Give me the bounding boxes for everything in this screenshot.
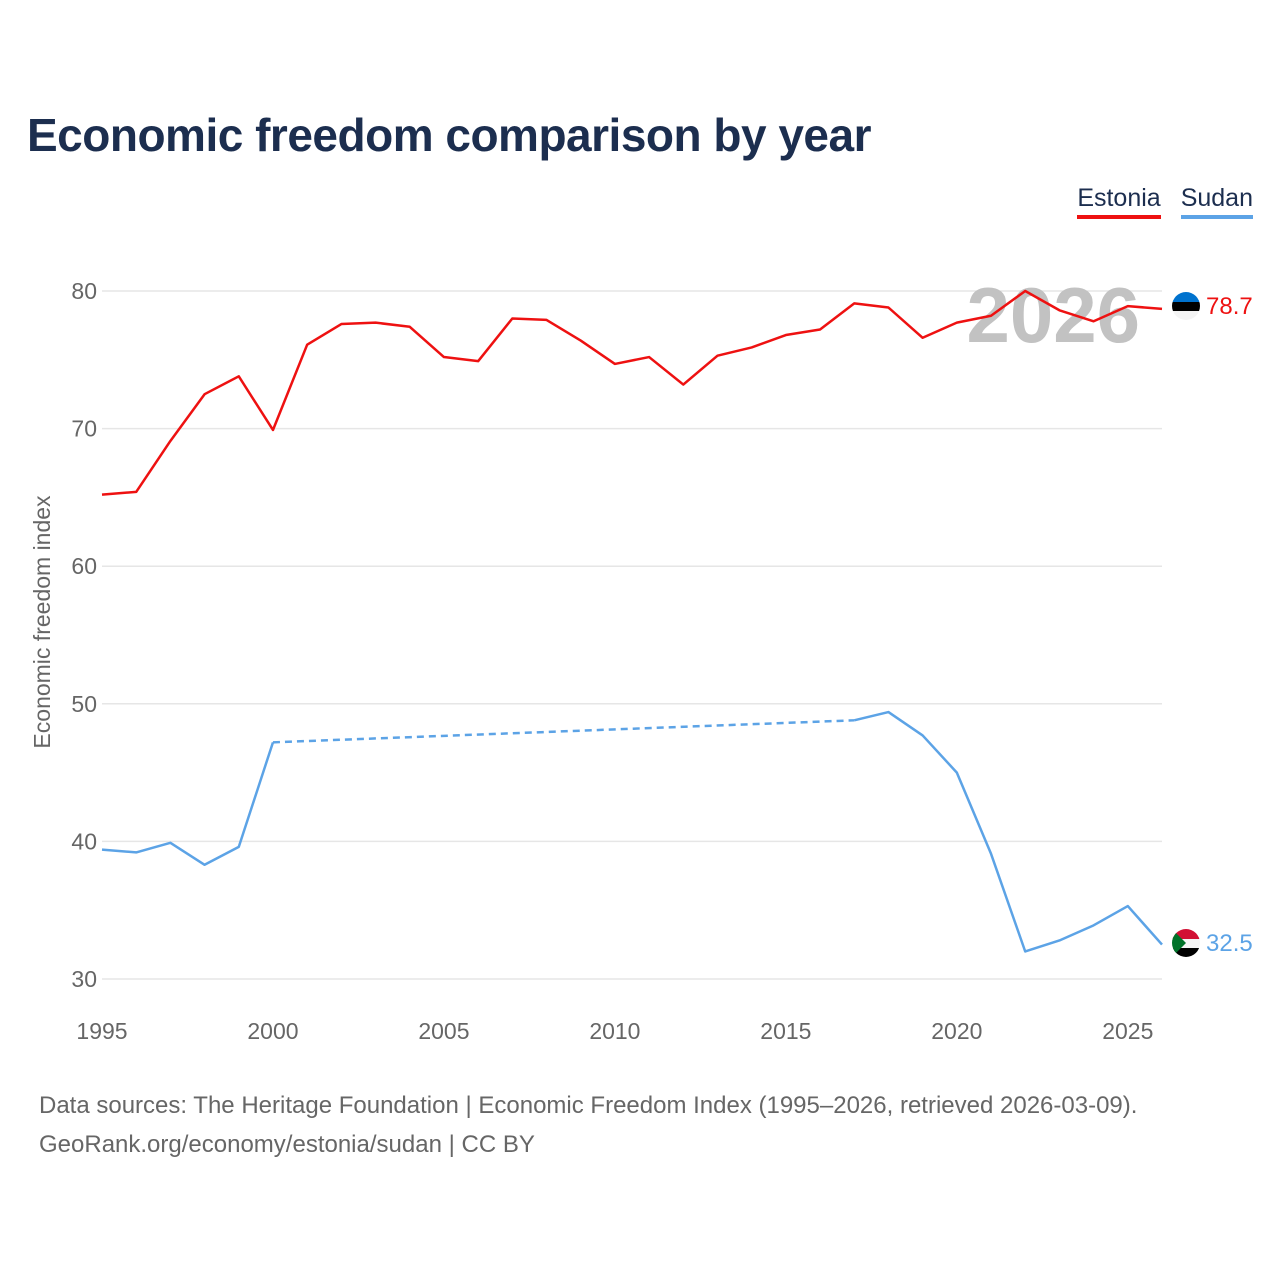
source-note: Data sources: The Heritage Foundation | …	[39, 1086, 1137, 1164]
x-axis-ticks: 1995 2000 2005 2010 2015 2020 2025	[76, 1018, 1153, 1044]
y-tick-label: 30	[71, 966, 97, 992]
x-tick-label: 2025	[1102, 1018, 1153, 1044]
sudan-line	[101, 741, 275, 867]
sudan-gap-line	[272, 719, 855, 744]
y-tick-label: 70	[71, 416, 97, 442]
x-tick-label: 2020	[931, 1018, 982, 1044]
y-tick-label: 40	[71, 828, 97, 854]
sudan-line	[853, 710, 1163, 953]
legend-item-estonia[interactable]: Estonia	[1077, 184, 1161, 219]
estonia-line	[101, 289, 1163, 496]
chart-title: Economic freedom comparison by year	[27, 109, 872, 161]
year-watermark: 2026	[966, 271, 1140, 359]
sudan-flag-icon	[1172, 929, 1200, 957]
legend-item-sudan[interactable]: Sudan	[1180, 184, 1253, 219]
x-tick-label: 2000	[247, 1018, 298, 1044]
y-tick-label: 50	[71, 691, 97, 717]
x-tick-label: 1995	[76, 1018, 127, 1044]
x-tick-label: 2005	[418, 1018, 469, 1044]
source-line-1: Data sources: The Heritage Foundation | …	[39, 1092, 1138, 1119]
sudan-end-label: 32.5	[1206, 930, 1253, 957]
source-line-2: GeoRank.org/economy/estonia/sudan | CC B…	[39, 1131, 535, 1158]
y-tick-label: 60	[71, 553, 97, 579]
legend: Estonia Sudan	[1077, 184, 1253, 219]
y-axis-ticks: 30 40 50 60 70 80	[71, 278, 97, 992]
estonia-flag-icon	[1172, 292, 1200, 320]
series-lines	[101, 289, 1163, 953]
x-tick-label: 2010	[589, 1018, 640, 1044]
estonia-end-label: 78.7	[1206, 293, 1253, 320]
y-tick-label: 80	[71, 278, 97, 304]
y-axis-label: Economic freedom index	[29, 495, 55, 749]
x-tick-label: 2015	[760, 1018, 811, 1044]
gridlines	[102, 290, 1162, 980]
line-chart: 30 40 50 60 70 80 1995 2000 2005 2010 2015 2020 202…	[29, 271, 1253, 1044]
